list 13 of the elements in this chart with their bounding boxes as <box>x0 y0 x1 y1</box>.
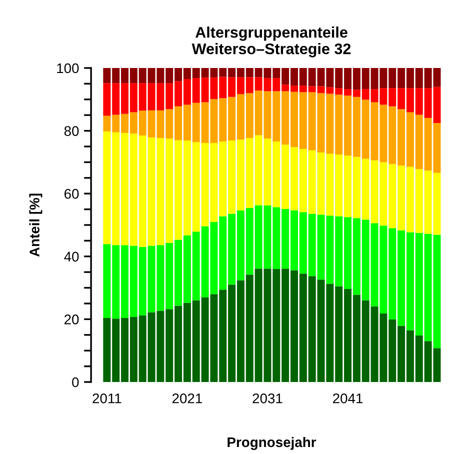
y-axis-title: Anteil [%] <box>29 194 42 257</box>
y-tick-label: 80 <box>64 126 79 136</box>
y-tick-label: 0 <box>72 377 79 388</box>
chart-title: Altersgruppenanteile Weiterso–Strategie 32 <box>192 26 351 58</box>
x-axis-title: Prognosejahr <box>228 436 316 450</box>
x-tick-label: 2041 <box>333 393 363 404</box>
x-tick-label: 2021 <box>172 393 202 404</box>
y-tick-label: 40 <box>64 252 79 262</box>
x-tick-label: 2031 <box>252 393 282 404</box>
y-tick-label: 20 <box>64 314 79 324</box>
x-tick-label: 2011 <box>92 393 122 404</box>
y-tick-label: 100 <box>57 63 79 74</box>
y-tick-label: 60 <box>64 188 79 199</box>
